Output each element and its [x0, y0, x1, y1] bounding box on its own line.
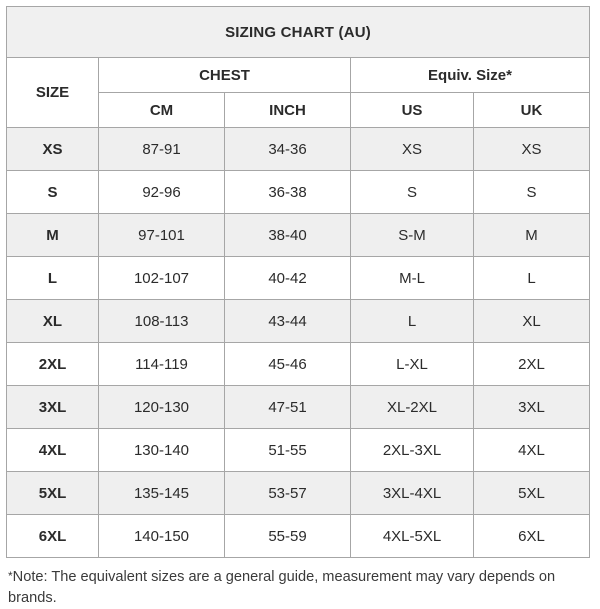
cell-inch: 38-40	[224, 213, 351, 257]
cell-inch: 40-42	[224, 256, 351, 300]
cell-size: S	[6, 170, 99, 214]
header-chest: CHEST	[98, 57, 351, 93]
cell-uk: 4XL	[472, 428, 591, 472]
cell-inch: 47-51	[224, 385, 351, 429]
header-uk: UK	[472, 92, 591, 128]
table-row: 6XL 140-150 55-59 4XL-5XL 6XL	[6, 514, 591, 558]
cell-uk: 2XL	[472, 342, 591, 386]
cell-us: 4XL-5XL	[350, 514, 474, 558]
cell-uk: 5XL	[472, 471, 591, 515]
cell-uk: XS	[472, 127, 591, 171]
cell-inch: 45-46	[224, 342, 351, 386]
header-cm: CM	[98, 92, 225, 128]
cell-uk: 3XL	[472, 385, 591, 429]
header-size: SIZE	[6, 57, 99, 128]
chart-body: SIZING CHART (AU) SIZE CHEST Equiv. Size…	[5, 6, 591, 558]
cell-cm: 114-119	[98, 342, 225, 386]
cell-us: XL-2XL	[350, 385, 474, 429]
cell-size: XS	[6, 127, 99, 171]
cell-inch: 53-57	[224, 471, 351, 515]
table-row: XS 87-91 34-36 XS XS	[6, 127, 591, 171]
cell-us: S	[350, 170, 474, 214]
cell-us: L-XL	[350, 342, 474, 386]
cell-inch: 34-36	[224, 127, 351, 171]
cell-size: XL	[6, 299, 99, 343]
header-us: US	[350, 92, 474, 128]
cell-size: 5XL	[6, 471, 99, 515]
table-row: L 102-107 40-42 M-L L	[6, 256, 591, 300]
table-row: M 97-101 38-40 S-M M	[6, 213, 591, 257]
header-row-top: SIZE CHEST Equiv. Size*	[6, 57, 591, 128]
cell-uk: M	[472, 213, 591, 257]
cell-us: 3XL-4XL	[350, 471, 474, 515]
table-row: 4XL 130-140 51-55 2XL-3XL 4XL	[6, 428, 591, 472]
cell-inch: 51-55	[224, 428, 351, 472]
cell-us: S-M	[350, 213, 474, 257]
footnote-asterisk: *	[8, 569, 13, 583]
cell-size: M	[6, 213, 99, 257]
cell-uk: S	[472, 170, 591, 214]
cell-us: L	[350, 299, 474, 343]
cell-us: 2XL-3XL	[350, 428, 474, 472]
cell-cm: 120-130	[98, 385, 225, 429]
header-inch: INCH	[224, 92, 351, 128]
header-row-sub: CM INCH US UK	[7, 92, 591, 128]
cell-us: XS	[350, 127, 474, 171]
table-row: 3XL 120-130 47-51 XL-2XL 3XL	[6, 385, 591, 429]
header-equivalent-size: Equiv. Size*	[349, 57, 591, 93]
table-row: 2XL 114-119 45-46 L-XL 2XL	[6, 342, 591, 386]
cell-uk: 6XL	[472, 514, 591, 558]
cell-inch: 36-38	[224, 170, 351, 214]
cell-size: 6XL	[6, 514, 99, 558]
cell-size: 3XL	[6, 385, 99, 429]
table-row: 5XL 135-145 53-57 3XL-4XL 5XL	[6, 471, 591, 515]
table-row: S 92-96 36-38 S S	[6, 170, 591, 214]
title-row: SIZING CHART (AU)	[5, 6, 591, 58]
cell-inch: 43-44	[224, 299, 351, 343]
cell-cm: 140-150	[98, 514, 225, 558]
footnote: *Note: The equivalent sizes are a genera…	[6, 567, 568, 609]
page-title: SIZING CHART (AU)	[5, 6, 591, 58]
sizing-chart-table: SIZING CHART (AU) SIZE CHEST Equiv. Size…	[5, 6, 591, 558]
cell-cm: 130-140	[98, 428, 225, 472]
cell-uk: L	[472, 256, 591, 300]
cell-cm: 108-113	[98, 299, 225, 343]
cell-us: M-L	[350, 256, 474, 300]
cell-uk: XL	[472, 299, 591, 343]
cell-size: L	[6, 256, 99, 300]
cell-cm: 97-101	[98, 213, 225, 257]
cell-cm: 102-107	[98, 256, 225, 300]
cell-cm: 87-91	[98, 127, 225, 171]
cell-cm: 92-96	[98, 170, 225, 214]
cell-size: 4XL	[6, 428, 99, 472]
cell-inch: 55-59	[224, 514, 351, 558]
footnote-text: Note: The equivalent sizes are a general…	[8, 569, 556, 607]
cell-size: 2XL	[6, 342, 99, 386]
table-row: XL 108-113 43-44 L XL	[6, 299, 591, 343]
cell-cm: 135-145	[98, 471, 225, 515]
